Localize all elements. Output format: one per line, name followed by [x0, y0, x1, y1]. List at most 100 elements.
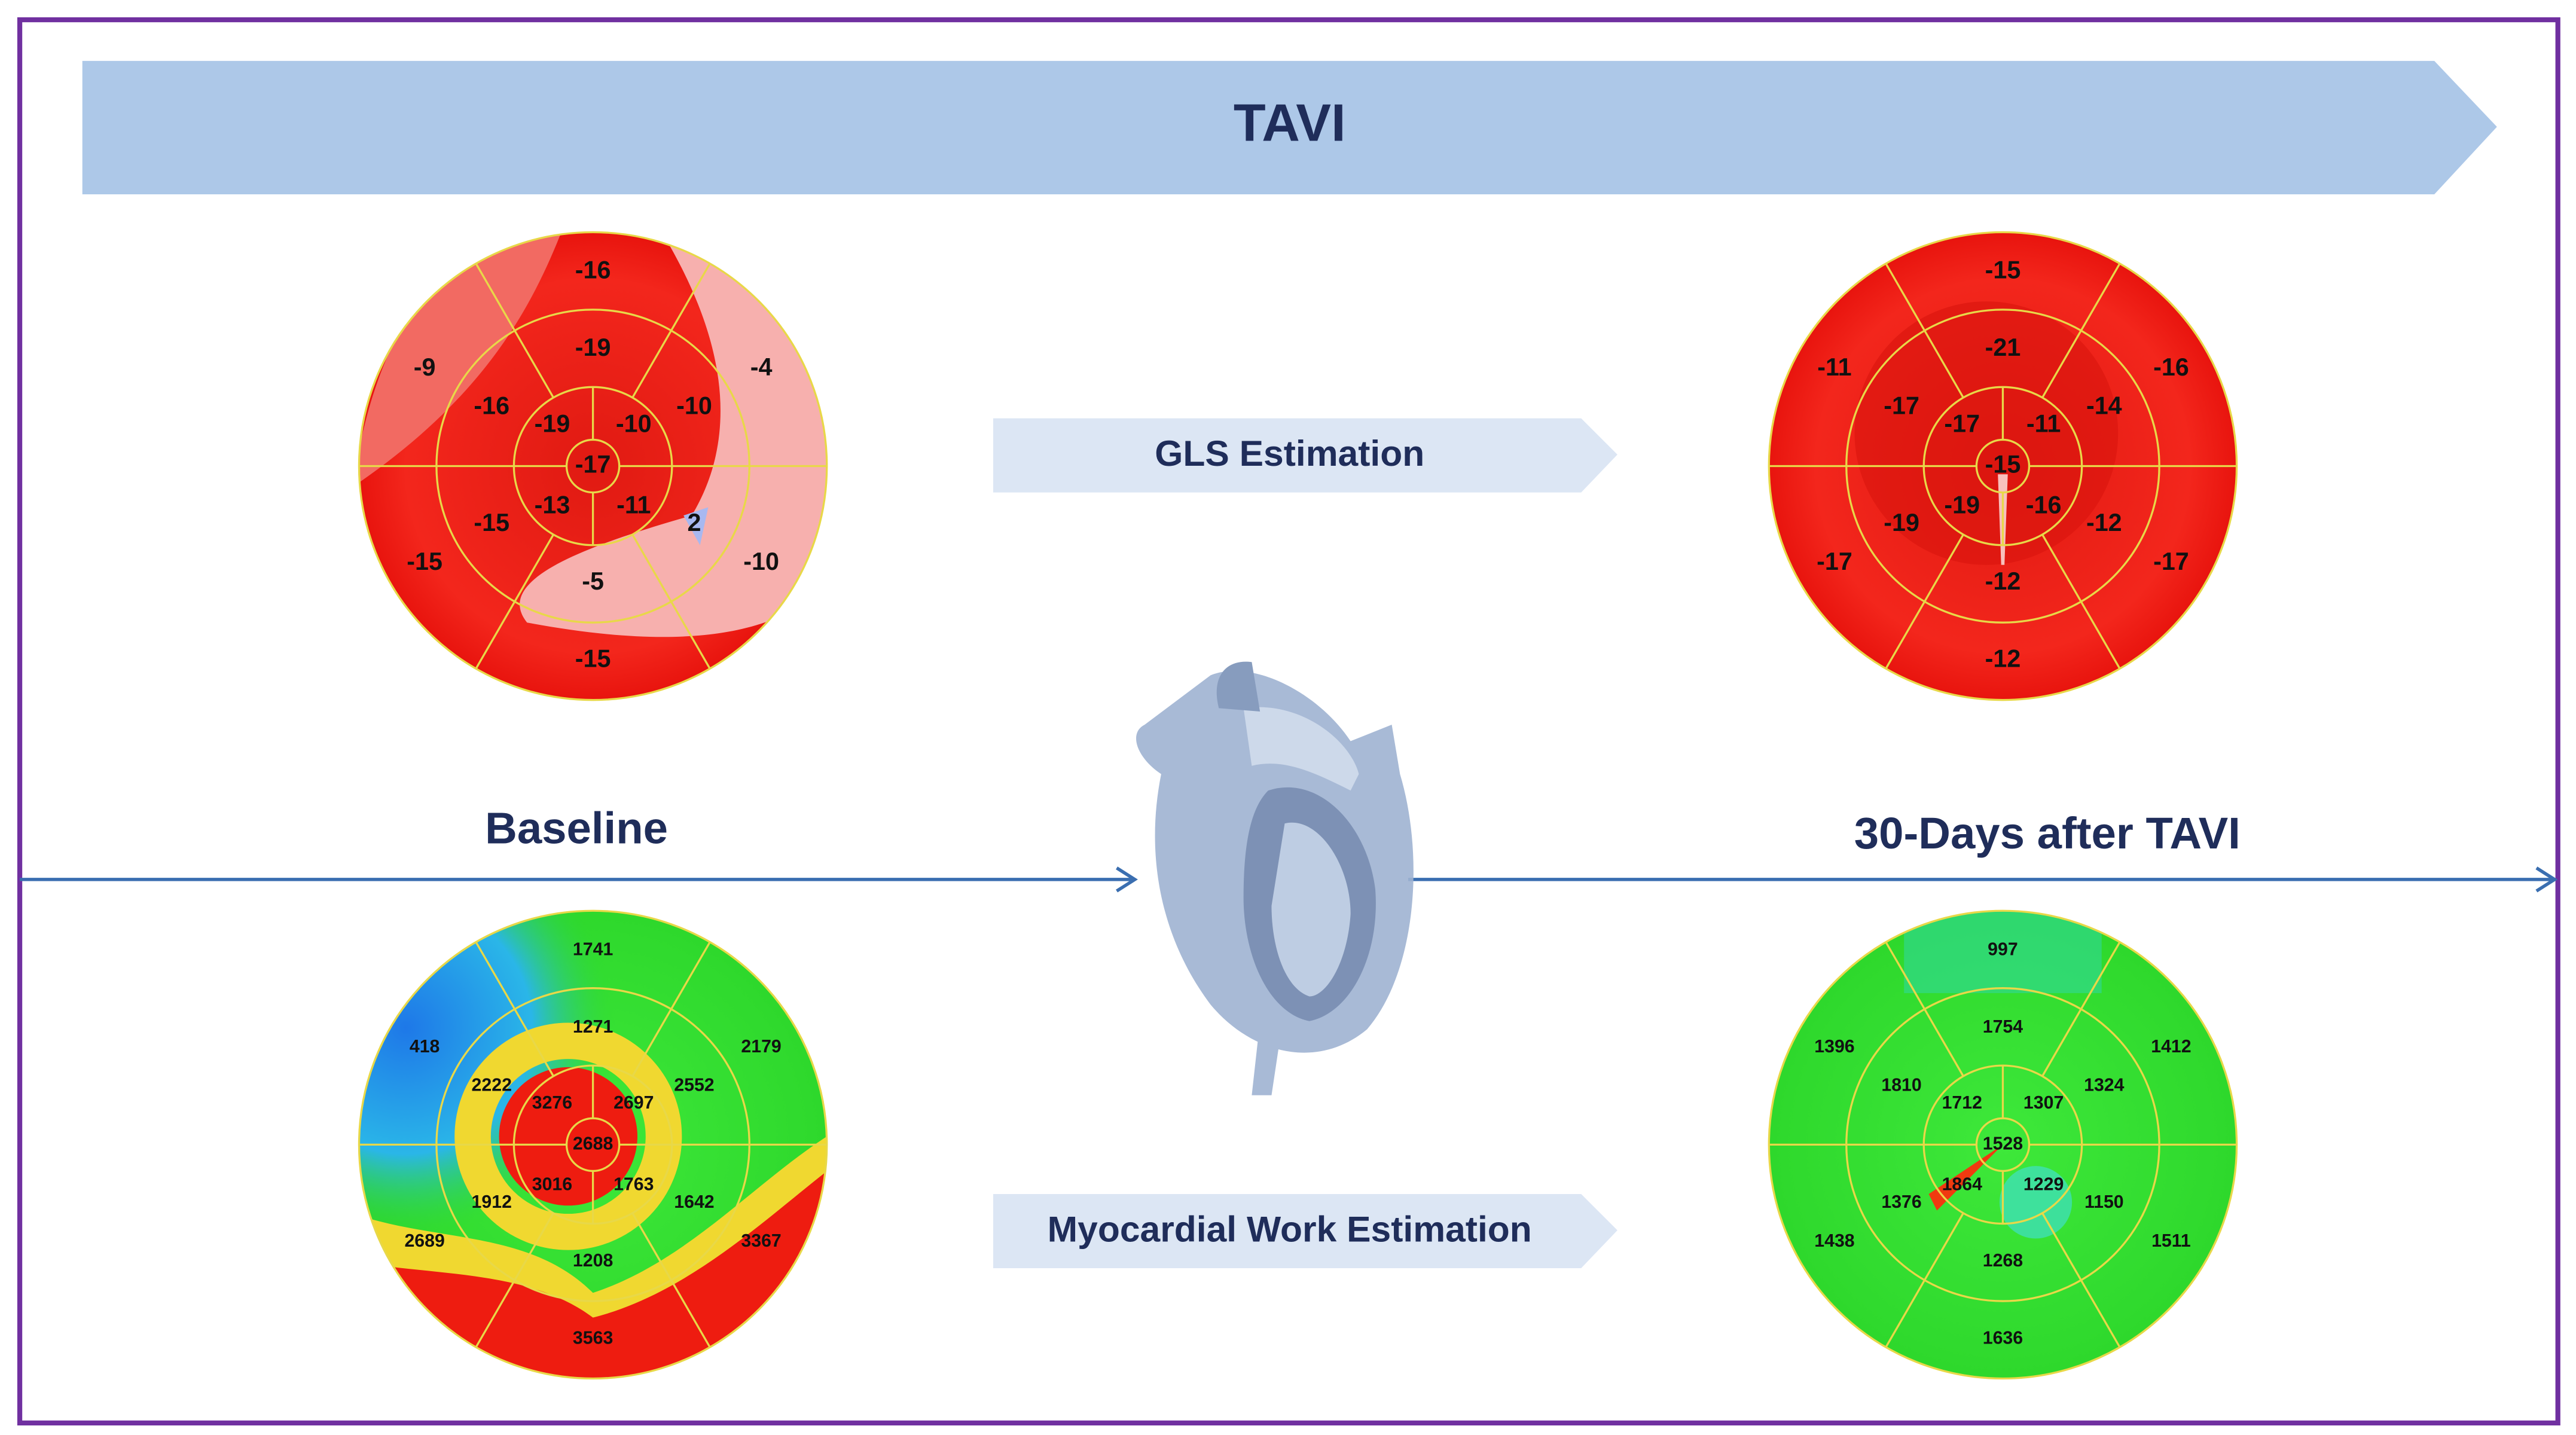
segment-value: -4	[750, 353, 773, 381]
strain-region	[1854, 301, 2119, 565]
segment-boundary	[1885, 262, 1964, 398]
strain-region	[683, 507, 709, 545]
segment-value: -17	[1817, 548, 1852, 575]
segment-value: -15	[575, 645, 611, 672]
work-region	[1904, 911, 2102, 993]
segment-value: 1376	[1881, 1192, 1921, 1212]
segment-value: 3367	[741, 1231, 781, 1251]
segment-value: -16	[474, 392, 509, 420]
work-region	[1928, 1144, 2003, 1211]
segment-value: 1229	[2023, 1175, 2064, 1195]
segment-value: 1763	[614, 1175, 654, 1195]
segment-value: 1810	[1881, 1076, 1921, 1095]
segment-value: -19	[1944, 491, 1980, 519]
segment-value: 1208	[573, 1251, 613, 1271]
after-label: 30-Days after TAVI	[1854, 808, 2241, 858]
segment-boundary	[475, 1213, 554, 1348]
segment-value: -19	[1884, 509, 1919, 536]
bullseye: 1741 2179 3367 3563 2689 418 1271 2552 1642 1208 1…	[358, 909, 828, 1380]
segment-value: 1528	[1983, 1134, 2023, 1153]
segment-value: 2	[687, 509, 701, 536]
segment-value: 1511	[2151, 1231, 2191, 1251]
segment-value: -11	[2026, 410, 2061, 437]
bullseye: -15-16-17-12-17-11-21-14-12-12-19-17-17-…	[1768, 231, 2238, 701]
segment-value: 1642	[674, 1192, 714, 1212]
segment-value: 1636	[1983, 1328, 2023, 1348]
segment-value: 2697	[614, 1093, 654, 1113]
work-region	[359, 1161, 827, 1379]
segment-boundary	[475, 534, 554, 670]
strain-region	[359, 232, 560, 483]
segment-value: -12	[1985, 567, 2021, 595]
timeline-arrowhead	[1116, 866, 1138, 893]
segment-value: 1271	[573, 1017, 613, 1037]
segment-value: 1741	[573, 939, 613, 959]
segment-boundary	[2041, 534, 2121, 670]
timeline-arrowhead	[2535, 866, 2558, 893]
strain-region	[359, 232, 827, 637]
segment-value: -10	[616, 410, 652, 437]
segment-value: -9	[414, 353, 436, 381]
work-region	[1999, 1166, 2073, 1239]
segment-value: 1712	[1942, 1093, 1982, 1113]
segment-value: -19	[535, 410, 570, 437]
segment-boundary	[2041, 941, 2121, 1077]
segment-value: 1438	[1814, 1231, 1854, 1251]
segment-boundary	[2041, 1213, 2121, 1348]
segment-value: 2552	[674, 1076, 714, 1095]
mw-arrow	[993, 1194, 1617, 1268]
segment-value: 1754	[1983, 1017, 2023, 1037]
segment-value: -16	[2026, 491, 2062, 519]
work-region	[454, 1022, 682, 1250]
segment-value: 1396	[1814, 1037, 1854, 1057]
strain-region	[520, 232, 827, 637]
segment-value: -15	[1985, 256, 2021, 283]
segment-value: 3563	[573, 1328, 613, 1348]
segment-value: 2688	[573, 1134, 613, 1153]
segment-value: -16	[2153, 353, 2189, 381]
work-region	[1904, 911, 2102, 1239]
segment-value: 2179	[741, 1037, 781, 1057]
segment-value: -21	[1985, 334, 2021, 361]
segment-value: -17	[2153, 548, 2189, 575]
segment-value: -15	[1985, 450, 2021, 478]
segment-value: -11	[1817, 353, 1851, 381]
segment-boundary	[1885, 1213, 1964, 1348]
segment-value: -17	[1884, 392, 1919, 420]
segment-value: -13	[535, 491, 570, 519]
segment-value: 1268	[1983, 1251, 2023, 1271]
mw-label: Myocardial Work Estimation	[1048, 1208, 1532, 1249]
segment-value: 997	[1988, 939, 2018, 959]
segment-value: -16	[575, 256, 611, 283]
segment-boundary	[631, 1213, 711, 1348]
segment-value: -12	[1985, 645, 2021, 672]
segment-value: -15	[474, 509, 509, 536]
bullseye: 997 1412 1511 1636 1438 1396 1754 1324 1150 1268 1…	[1768, 909, 2238, 1380]
segment-boundary	[631, 262, 711, 398]
banner-text: TAVI	[1234, 93, 1346, 152]
segment-boundary	[1885, 941, 1964, 1077]
segment-value: -11	[616, 491, 651, 519]
banner-arrow	[82, 60, 2497, 195]
segment-value: -10	[676, 392, 712, 420]
segment-value: -5	[582, 567, 604, 595]
gls-arrow	[993, 418, 1617, 493]
segment-value: -10	[743, 548, 779, 575]
segment-value: 1412	[2151, 1037, 2191, 1057]
gls-label: GLS Estimation	[1155, 433, 1424, 474]
segment-value: 1324	[2084, 1076, 2125, 1095]
frame	[17, 17, 2560, 1426]
segment-value: -14	[2086, 392, 2122, 420]
segment-boundary	[631, 941, 711, 1077]
segment-value: 3016	[532, 1175, 572, 1195]
segment-value: 418	[410, 1037, 440, 1057]
baseline-label: Baseline	[485, 804, 668, 853]
segment-value: -17	[575, 450, 611, 478]
segment-value: 2222	[472, 1076, 512, 1095]
bullseye: -16 -4 -10 -15 -15 -9 -19 -10 2 -5 -15 -16 -19 -10 -11…	[358, 231, 828, 701]
segment-value: -12	[2086, 509, 2122, 536]
heart-illustration	[1136, 661, 1414, 1095]
segment-boundary	[2041, 262, 2121, 398]
segment-value: -17	[1944, 410, 1980, 437]
